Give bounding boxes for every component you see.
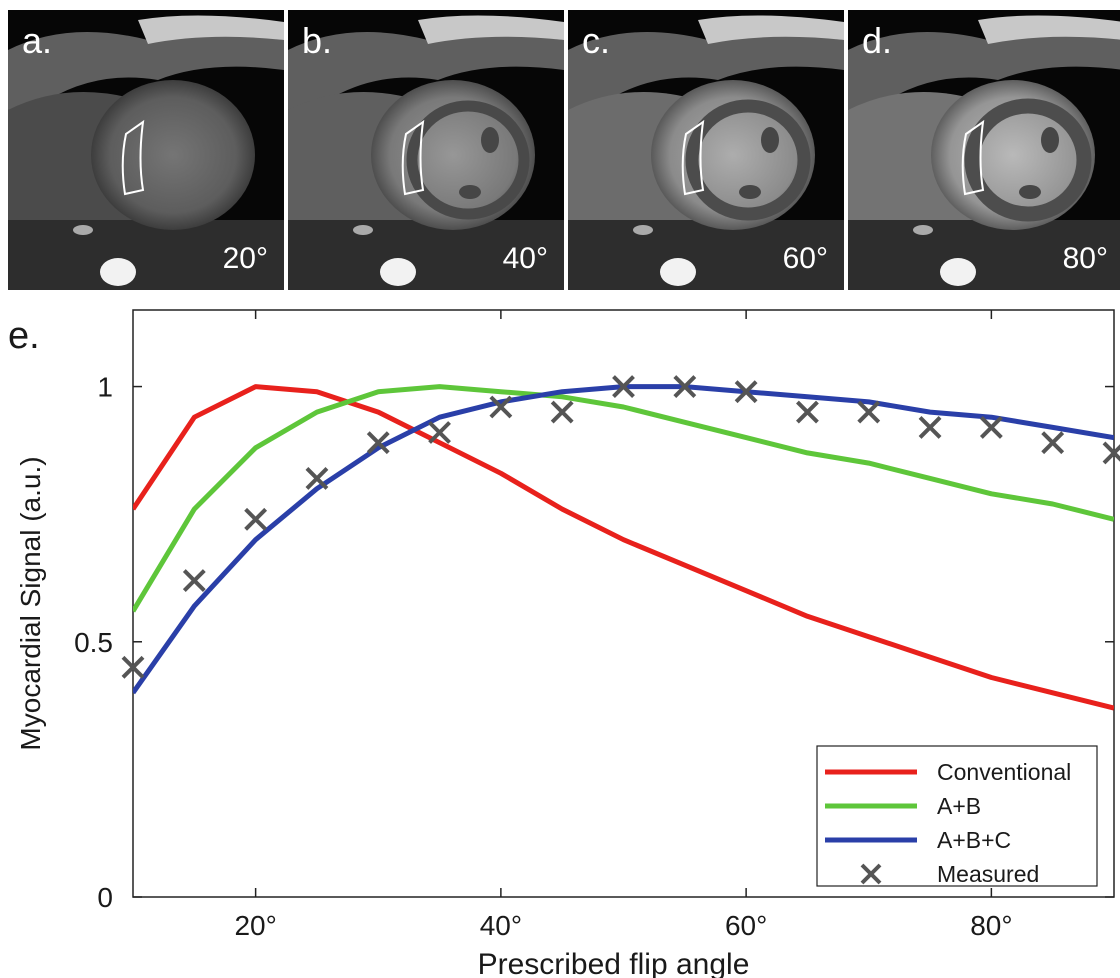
legend-label: Measured [937, 861, 1039, 887]
panel-letter: d. [862, 20, 893, 61]
series-line-a-b [133, 384, 1114, 613]
measured-point [918, 415, 942, 439]
mri-image [288, 10, 564, 290]
measured-point [244, 507, 268, 531]
y-tick-label: 1 [97, 372, 113, 403]
x-tick-label: 80° [970, 910, 1012, 941]
panel-flip-angle: 80° [1062, 242, 1108, 275]
panel-letter: a. [22, 20, 53, 61]
x-axis-label: Prescribed flip angle [478, 948, 750, 978]
panel-flip-angle: 20° [222, 242, 268, 275]
signal-chart: 0 0.5 1 20° 40° 60° 80° e. Prescribed flip angle… [8, 309, 1120, 978]
measured-point [857, 400, 881, 424]
measured-point [1041, 431, 1065, 455]
y-axis-label: Myocardial Signal (a.u.) [15, 456, 46, 750]
mri-image [848, 10, 1120, 290]
legend-marker [860, 863, 882, 885]
mri-panel-row: a. 20° b. 40° c. 60° d. 80° [8, 10, 1120, 290]
x-tick-label: 20° [234, 910, 276, 941]
measured-point [673, 375, 697, 398]
legend-label: A+B+C [937, 827, 1011, 853]
panel-label: e. [8, 315, 40, 357]
panel-flip-angle: 60° [782, 242, 828, 275]
panel-letter: c. [582, 20, 611, 61]
measured-point [796, 400, 819, 424]
x-tick-label: 40° [480, 910, 522, 941]
measured-point [182, 569, 206, 592]
measured-point [121, 655, 145, 679]
mri-image [568, 10, 844, 290]
mri-panel-2: b. 40° [288, 10, 564, 290]
measured-point [612, 375, 635, 398]
mri-image [8, 10, 284, 290]
measured-point [366, 431, 390, 455]
x-tick-label: 60° [725, 910, 767, 941]
measured-point [489, 395, 513, 419]
mri-panel-1: a. 20° [8, 10, 284, 290]
series-line-conventional [133, 384, 1114, 711]
mri-panel-3: c. 60° [568, 10, 844, 290]
legend-label: Conventional [937, 759, 1071, 785]
y-tick-label: 0.5 [74, 627, 113, 658]
mri-panel-4: d. 80° [848, 10, 1120, 290]
legend-label: A+B [937, 793, 981, 819]
panel-flip-angle: 40° [502, 242, 548, 275]
measured-point [550, 400, 574, 424]
measured-point [734, 380, 758, 404]
panel-letter: b. [302, 20, 333, 61]
measured-point [305, 467, 329, 490]
plot-frame [132, 309, 1115, 898]
measured-point [428, 421, 451, 444]
legend: Conventional A+B A+B+C Measured [816, 745, 1098, 887]
y-tick-label: 0 [97, 882, 113, 913]
measured-point [979, 415, 1003, 439]
measured-point [1102, 441, 1120, 465]
